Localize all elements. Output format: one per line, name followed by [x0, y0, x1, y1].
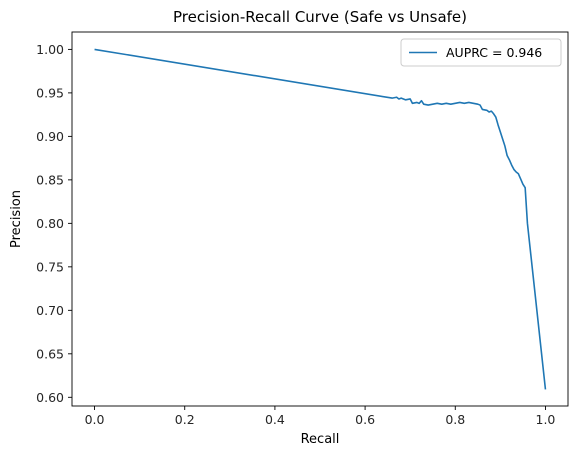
x-tick-label: 1.0 [536, 412, 556, 427]
y-tick-label: 0.70 [36, 303, 64, 318]
pr-curve-line [94, 48, 547, 390]
x-tick-label: 0.0 [85, 412, 105, 427]
plot-area [72, 32, 568, 406]
legend-label: AUPRC = 0.946 [446, 45, 542, 60]
legend: AUPRC = 0.946 [400, 38, 562, 67]
y-tick-label: 0.65 [36, 346, 64, 361]
x-tick-label: 0.4 [265, 412, 285, 427]
y-axis-ticks: 0.60 0.65 0.70 0.75 0.80 0.85 0.90 0.95 1.00 [36, 42, 72, 405]
y-tick-label: 0.85 [36, 172, 64, 187]
y-axis-label: Precision [9, 190, 24, 248]
y-tick-label: 0.95 [36, 85, 64, 100]
x-axis-ticks: 0.0 0.2 0.4 0.6 0.8 1.0 [85, 406, 556, 427]
y-tick-label: 0.60 [36, 390, 64, 405]
x-axis-label: Recall [301, 432, 340, 447]
x-tick-label: 0.8 [445, 412, 465, 427]
y-tick-label: 1.00 [36, 42, 64, 57]
legend-box [400, 38, 562, 67]
y-tick-label: 0.75 [36, 259, 64, 274]
plot-frame [71, 31, 569, 407]
y-tick-label: 0.90 [36, 129, 64, 144]
chart-title: Precision-Recall Curve (Safe vs Unsafe) [173, 8, 467, 26]
x-tick-label: 0.6 [355, 412, 375, 427]
x-tick-label: 0.2 [175, 412, 195, 427]
y-tick-label: 0.80 [36, 216, 64, 231]
